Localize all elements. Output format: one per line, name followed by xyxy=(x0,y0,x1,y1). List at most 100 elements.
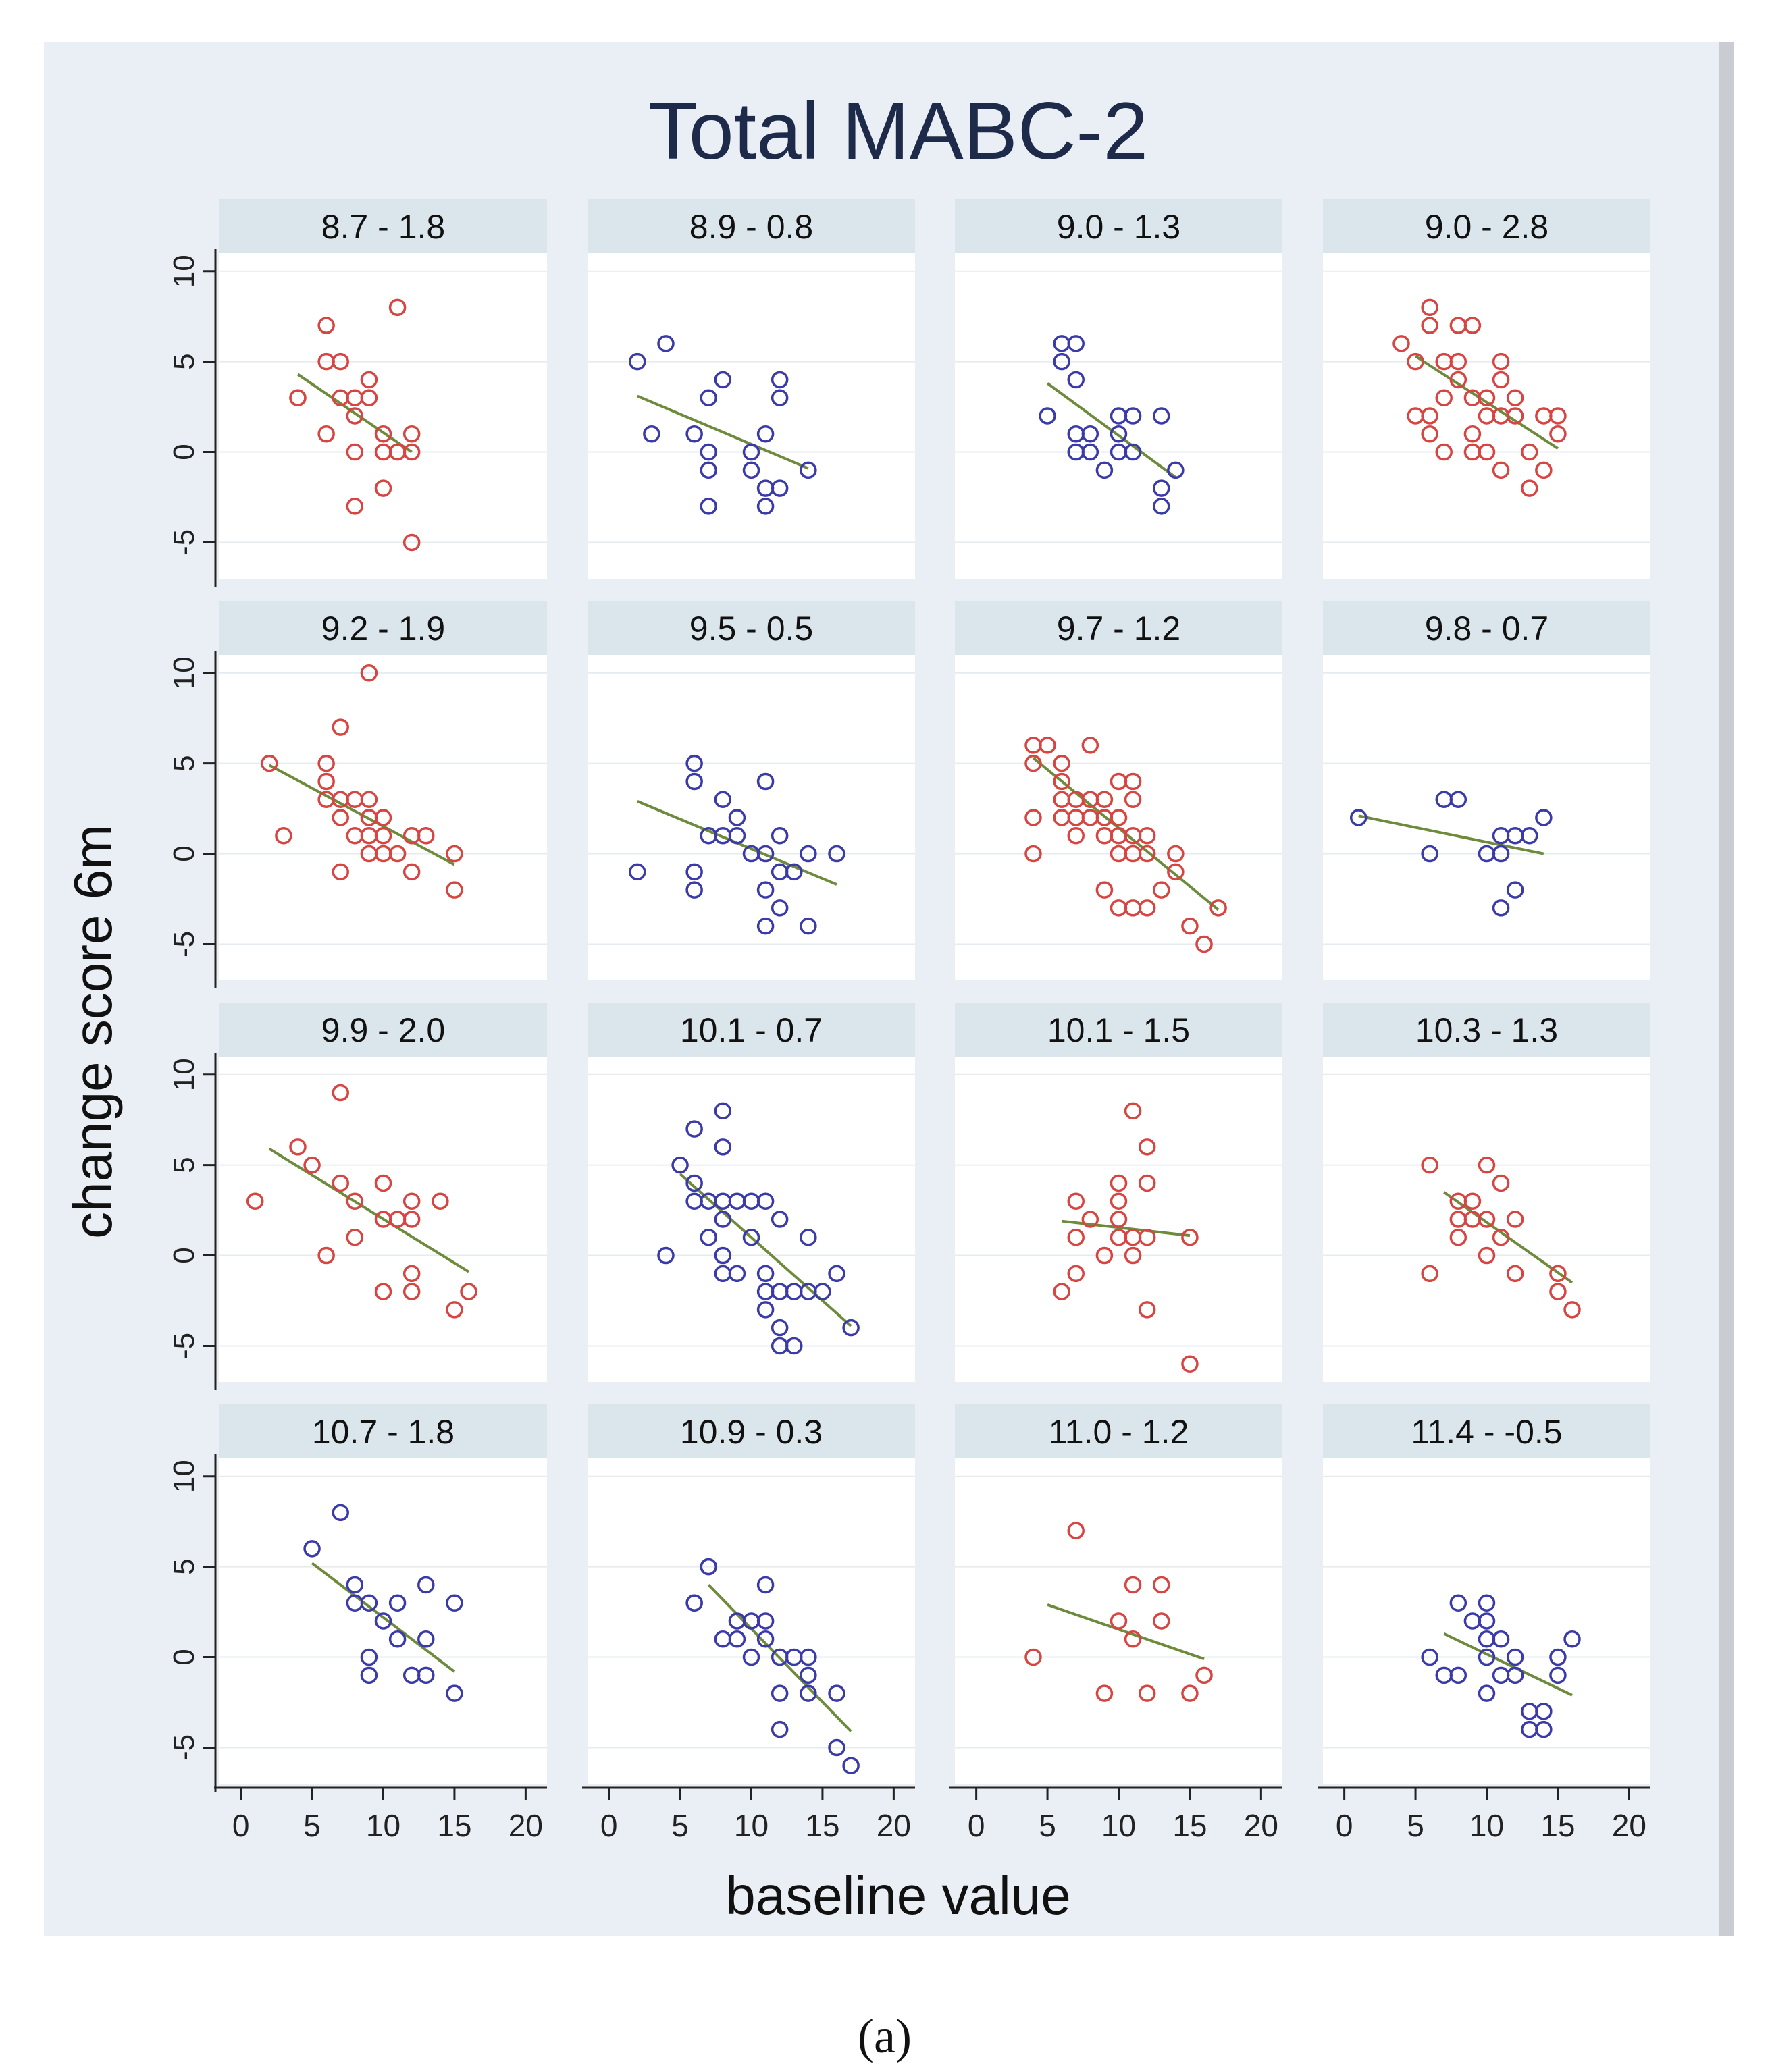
data-point xyxy=(828,845,845,863)
data-point xyxy=(1053,772,1070,791)
panel-plot-area xyxy=(955,253,1282,579)
data-point xyxy=(360,664,378,682)
data-point xyxy=(742,443,760,461)
data-point xyxy=(756,1612,775,1630)
data-point xyxy=(1421,845,1438,863)
data-point xyxy=(771,827,789,845)
data-point xyxy=(1549,1648,1567,1666)
data-point xyxy=(728,1265,746,1283)
data-point xyxy=(785,863,803,881)
y-tick-label: 5 xyxy=(167,1558,201,1574)
data-point xyxy=(332,863,349,881)
data-point xyxy=(756,425,775,443)
data-point xyxy=(756,498,775,515)
data-point xyxy=(317,317,335,334)
data-point xyxy=(1067,335,1085,352)
data-point xyxy=(1181,1684,1199,1702)
data-point xyxy=(1506,1666,1524,1684)
fit-line xyxy=(296,373,413,454)
x-tick-label: 0 xyxy=(600,1808,618,1843)
data-point xyxy=(1463,1192,1482,1210)
fit-line xyxy=(1047,1603,1205,1661)
panel-label: 9.9 - 2.0 xyxy=(321,1011,445,1049)
data-point xyxy=(828,1684,845,1702)
data-point xyxy=(700,389,717,406)
data-point xyxy=(1521,443,1538,461)
data-point xyxy=(756,1630,775,1648)
data-point xyxy=(1563,1301,1581,1319)
data-point xyxy=(402,1283,421,1300)
panel-label: 8.7 - 1.8 xyxy=(321,208,445,246)
data-point xyxy=(1421,1156,1438,1174)
y-tick-label: 5 xyxy=(167,755,201,771)
data-point xyxy=(1124,443,1142,461)
data-point xyxy=(800,845,817,863)
data-point xyxy=(374,425,392,443)
data-point xyxy=(1067,1192,1085,1210)
data-point xyxy=(1039,737,1056,754)
x-tick-label: 10 xyxy=(734,1808,769,1843)
panel-strip xyxy=(955,199,1282,253)
data-point xyxy=(1209,899,1227,917)
data-point xyxy=(800,1229,817,1246)
data-point xyxy=(275,827,292,845)
y-tick-label: 10 xyxy=(167,656,201,689)
data-point xyxy=(1535,809,1553,826)
data-point xyxy=(771,479,789,497)
panel-plot-area xyxy=(219,655,547,980)
x-tick-label: 10 xyxy=(1101,1808,1136,1843)
data-point xyxy=(346,498,364,515)
panel-label: 9.0 - 1.3 xyxy=(1057,208,1180,246)
data-point xyxy=(1421,317,1438,334)
x-tick-label: 5 xyxy=(671,1808,689,1843)
data-point xyxy=(643,425,660,443)
fit-line xyxy=(311,1562,456,1673)
data-point xyxy=(1492,461,1510,479)
data-point xyxy=(1478,1246,1496,1265)
data-point xyxy=(800,461,817,479)
data-point xyxy=(756,1192,775,1210)
data-point xyxy=(402,443,421,461)
data-point xyxy=(629,352,646,371)
data-point xyxy=(1349,809,1368,826)
data-point xyxy=(332,1174,349,1192)
panel-label: 10.1 - 1.5 xyxy=(1047,1011,1190,1049)
panel-strip xyxy=(219,199,547,253)
data-point xyxy=(1478,1594,1496,1612)
panel-plot-area xyxy=(219,253,547,579)
data-point xyxy=(1095,881,1114,899)
data-point xyxy=(1153,1612,1170,1630)
data-point xyxy=(446,1301,463,1319)
panel-plot-area xyxy=(588,655,915,980)
data-point xyxy=(714,1246,732,1265)
data-point xyxy=(1492,1229,1510,1246)
data-point xyxy=(289,1138,307,1156)
x-tick-label: 0 xyxy=(1336,1808,1353,1843)
data-point xyxy=(332,809,349,826)
data-point xyxy=(374,1174,392,1192)
panel-strip xyxy=(955,1404,1282,1458)
data-point xyxy=(1053,1283,1070,1300)
data-point xyxy=(332,1084,349,1102)
data-point xyxy=(1138,1174,1156,1192)
panel-label: 8.9 - 0.8 xyxy=(689,208,813,246)
data-point xyxy=(1081,1211,1099,1228)
data-point xyxy=(388,845,407,863)
data-point xyxy=(417,1666,435,1684)
panel-plot-area xyxy=(588,1458,915,1784)
data-point xyxy=(1549,1666,1567,1684)
y-tick-label: 0 xyxy=(167,1649,201,1665)
data-point xyxy=(1153,498,1170,515)
panel-label: 9.7 - 1.2 xyxy=(1057,610,1180,647)
data-point xyxy=(1138,899,1156,917)
data-point xyxy=(828,1738,845,1757)
x-tick-label: 20 xyxy=(509,1808,543,1843)
data-point xyxy=(1421,1265,1438,1283)
panel-strip xyxy=(1323,199,1650,253)
data-point xyxy=(1053,352,1070,371)
panel-plot-area xyxy=(588,1057,915,1382)
data-point xyxy=(1463,425,1482,443)
data-point xyxy=(374,1612,392,1630)
data-point xyxy=(756,1576,775,1594)
